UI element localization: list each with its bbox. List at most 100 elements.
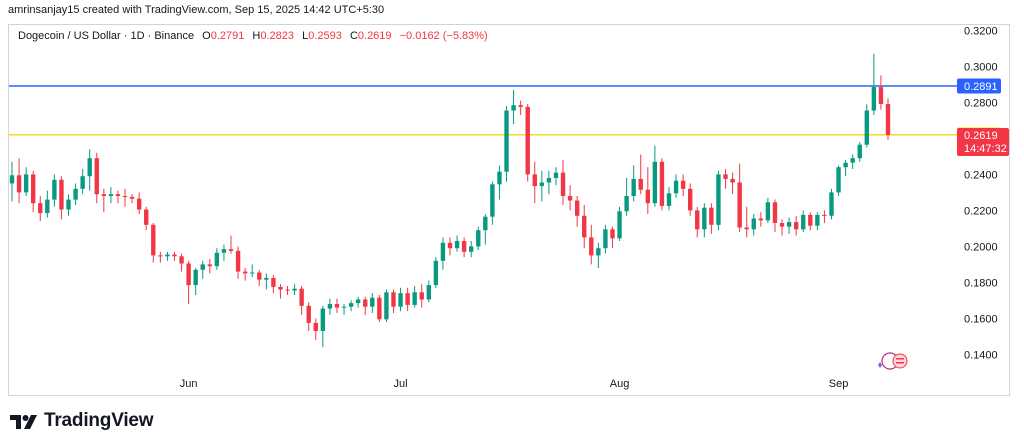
candle[interactable] bbox=[136, 198, 142, 210]
candle[interactable] bbox=[172, 254, 177, 257]
candle[interactable] bbox=[391, 292, 396, 307]
candle[interactable] bbox=[744, 227, 749, 230]
candle[interactable] bbox=[38, 203, 43, 214]
candle[interactable] bbox=[596, 248, 601, 256]
candle[interactable] bbox=[659, 161, 665, 206]
candle[interactable] bbox=[207, 264, 212, 267]
candle[interactable] bbox=[553, 172, 559, 178]
candle[interactable] bbox=[122, 196, 128, 197]
candle[interactable] bbox=[447, 242, 453, 249]
candle[interactable] bbox=[398, 293, 403, 307]
candle[interactable] bbox=[603, 229, 608, 249]
candle[interactable] bbox=[320, 308, 326, 332]
candle[interactable] bbox=[144, 209, 149, 225]
candle[interactable] bbox=[200, 264, 205, 270]
candle[interactable] bbox=[624, 196, 629, 212]
candle[interactable] bbox=[94, 158, 99, 195]
candle[interactable] bbox=[59, 179, 64, 210]
candle[interactable] bbox=[850, 158, 855, 163]
candle[interactable] bbox=[476, 230, 481, 247]
candle[interactable] bbox=[228, 249, 234, 251]
candle[interactable] bbox=[497, 171, 502, 185]
candle[interactable] bbox=[878, 87, 884, 105]
candle[interactable] bbox=[73, 188, 78, 200]
candle[interactable] bbox=[695, 210, 700, 230]
candle[interactable] bbox=[31, 174, 36, 204]
candle[interactable] bbox=[341, 306, 347, 308]
candle[interactable] bbox=[384, 292, 389, 320]
candle[interactable] bbox=[348, 303, 354, 307]
candle[interactable] bbox=[610, 229, 615, 239]
candle[interactable] bbox=[504, 110, 509, 172]
candle[interactable] bbox=[518, 105, 523, 107]
candle[interactable] bbox=[377, 297, 382, 320]
candle[interactable] bbox=[723, 174, 728, 179]
candle[interactable] bbox=[292, 288, 297, 291]
candle[interactable] bbox=[638, 178, 643, 190]
candle[interactable] bbox=[709, 207, 714, 225]
candle[interactable] bbox=[313, 322, 318, 331]
candle[interactable] bbox=[108, 194, 114, 196]
candle[interactable] bbox=[885, 104, 891, 135]
candle[interactable] bbox=[666, 193, 672, 206]
candle[interactable] bbox=[419, 292, 424, 300]
candle[interactable] bbox=[426, 285, 431, 300]
candle[interactable] bbox=[843, 162, 848, 168]
candle[interactable] bbox=[737, 182, 742, 228]
candle[interactable] bbox=[483, 216, 488, 231]
candle[interactable] bbox=[751, 218, 756, 230]
candle[interactable] bbox=[66, 199, 71, 210]
candle[interactable] bbox=[264, 277, 269, 280]
candle[interactable] bbox=[772, 202, 778, 223]
brand[interactable]: TradingView bbox=[10, 410, 154, 432]
candle[interactable] bbox=[235, 250, 241, 272]
candle[interactable] bbox=[864, 110, 869, 145]
candle[interactable] bbox=[250, 272, 255, 274]
candle[interactable] bbox=[16, 175, 22, 193]
candle[interactable] bbox=[271, 277, 276, 287]
candle[interactable] bbox=[673, 180, 679, 194]
candle[interactable] bbox=[815, 214, 820, 226]
candle[interactable] bbox=[857, 144, 862, 159]
candle[interactable] bbox=[45, 199, 50, 214]
candle[interactable] bbox=[151, 224, 156, 256]
candle[interactable] bbox=[186, 263, 191, 286]
candle[interactable] bbox=[532, 174, 537, 187]
candle[interactable] bbox=[299, 288, 304, 306]
candle[interactable] bbox=[645, 189, 650, 204]
candle[interactable] bbox=[716, 174, 721, 225]
candle[interactable] bbox=[363, 299, 368, 307]
candle[interactable] bbox=[702, 207, 707, 230]
candle[interactable] bbox=[546, 178, 552, 183]
candle[interactable] bbox=[539, 182, 545, 187]
candle[interactable] bbox=[242, 271, 248, 274]
candle[interactable] bbox=[285, 289, 290, 291]
candle[interactable] bbox=[511, 105, 516, 111]
candle[interactable] bbox=[355, 299, 361, 304]
candle[interactable] bbox=[582, 215, 587, 238]
candle[interactable] bbox=[779, 223, 785, 227]
candle[interactable] bbox=[165, 254, 170, 257]
candle[interactable] bbox=[278, 286, 283, 290]
candle[interactable] bbox=[306, 305, 311, 323]
candle[interactable] bbox=[87, 158, 92, 177]
candle[interactable] bbox=[412, 292, 417, 305]
candle[interactable] bbox=[688, 188, 693, 211]
candle[interactable] bbox=[405, 293, 410, 305]
candle[interactable] bbox=[836, 167, 841, 193]
candle[interactable] bbox=[327, 304, 333, 309]
candle[interactable] bbox=[101, 194, 107, 196]
candle[interactable] bbox=[567, 196, 573, 201]
candle[interactable] bbox=[9, 175, 15, 184]
candle[interactable] bbox=[631, 178, 636, 196]
candle[interactable] bbox=[433, 260, 439, 286]
candle[interactable] bbox=[158, 255, 163, 257]
candle[interactable] bbox=[370, 297, 375, 307]
candle[interactable] bbox=[560, 172, 566, 196]
candle[interactable] bbox=[574, 200, 580, 216]
candle[interactable] bbox=[214, 252, 220, 267]
candle[interactable] bbox=[461, 241, 467, 252]
candle[interactable] bbox=[115, 194, 121, 196]
candle[interactable] bbox=[801, 214, 806, 230]
